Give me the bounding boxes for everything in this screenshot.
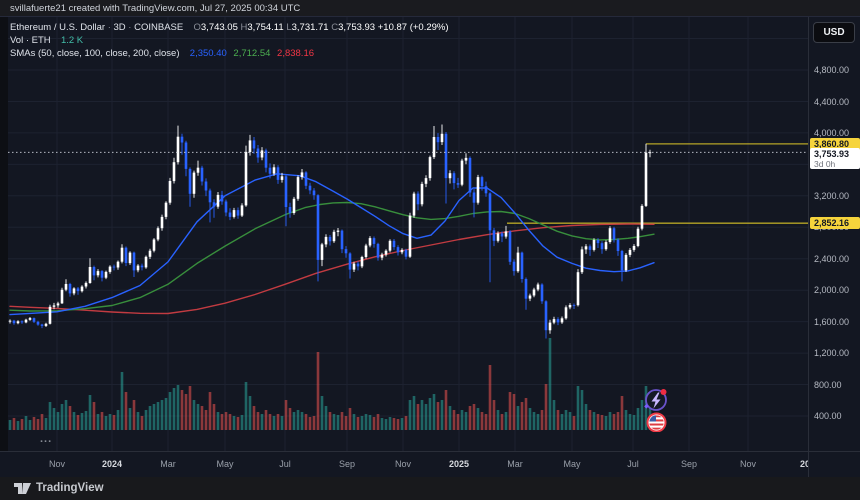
price-tick-label: 1,600.00 [814,316,850,327]
ohlc-values: O3,743.05 H3,754.11 L3,731.71 C3,753.93 [194,22,378,33]
time-tick-label: Sep [338,459,356,469]
price-axis[interactable]: USD 4,800.004,400.004,000.003,600.003,20… [808,17,860,451]
interval-label: 3D [113,22,126,33]
time-axis[interactable]: Nov 2024 Mar May Jul Sep Nov 2025 Mar May Jul Sep No… [0,451,860,478]
legend-separator: · [107,22,114,33]
price-tick-label: 2,000.00 [814,285,850,296]
bottom-bar: TradingView [0,477,860,500]
time-tick-label: May [563,459,581,469]
usd-button[interactable]: USD [813,22,855,43]
time-tick-label: Jul [627,459,639,469]
lightning-icon [651,392,661,409]
time-tick-label: Nov [739,459,757,469]
symbol-title: Ethereum / U.S. Dollar [10,22,106,33]
alert-price-label[interactable]: 3,860.80 [810,137,860,150]
volume-value: 1.2 K [60,35,84,46]
price-tick-label: 3,200.00 [814,190,850,201]
ohlc-value: 3,753.93 [338,22,378,33]
ohlc-value: 3,754.11 [247,22,287,33]
axis-corner-border [808,452,809,478]
time-tick-label: May [216,459,234,469]
volume-legend-row[interactable]: Vol · ETH 1.2 K [10,35,83,46]
current-price-label[interactable]: 3,753.93 3d 0h [810,148,860,170]
current-price-value: 3,753.93 [814,149,850,160]
attribution-text: svillafuerte21 created with TradingView.… [10,3,301,14]
time-tick-label: Nov [48,459,66,469]
legend-ellipsis[interactable]: ... [40,433,53,445]
event-badges [644,389,667,432]
us-flag-icon [649,415,664,430]
ohlc-letter: C [331,22,339,33]
ohlc-value: 3,743.05 [200,22,241,33]
price-tick-label: 1,200.00 [814,348,850,359]
time-tick-label: Jul [279,459,291,469]
sma-value: 2,838.16 [277,48,315,59]
lightning-event-badge[interactable] [644,389,667,411]
sma-label: SMAs (50, close, 100, close, 200, close) [10,48,180,59]
sma-value: 2,350.40 [189,48,230,59]
notification-dot [660,389,667,395]
bar-countdown: 3d 0h [814,159,836,170]
price-tick-label: 4,400.00 [814,96,850,107]
ohlc-letter: O [193,22,201,33]
tradingview-wordmark: TradingView [36,481,104,494]
ohlc-value: 3,731.71 [291,22,332,33]
time-tick-label: 2026 [799,459,808,469]
ohlc-letter: H [240,22,248,33]
time-tick-label: 2025 [448,459,470,469]
us-flag-event-badge[interactable] [646,412,667,432]
time-tick-label: Nov [394,459,412,469]
price-tick-label: 400.00 [814,411,842,421]
attribution-bar: svillafuerte21 created with TradingView.… [0,0,860,17]
alert-price-label[interactable]: 2,852.16 [810,217,860,230]
sma-legend-row[interactable]: SMAs (50, close, 100, close, 200, close)… [10,48,318,59]
time-tick-label: Mar [160,459,176,469]
sma-values: 2,350.40 2,712.54 2,838.16 [190,48,318,59]
price-tick-label: 4,800.00 [814,65,850,75]
symbol-legend-row[interactable]: Ethereum / U.S. Dollar · 3D · COINBASE O… [10,22,449,33]
tradingview-logo[interactable]: TradingView [14,480,104,495]
exchange-label: COINBASE [134,22,184,33]
time-tick-label: Sep [680,459,698,469]
price-tick-label: 4,000.00 [814,127,850,138]
price-tick-label: 2,400.00 [814,253,850,264]
ohlc-letter: L [286,22,292,33]
sma-value: 2,712.54 [233,48,274,59]
legend-separator-2: · [125,22,135,33]
tradingview-logo-icon [14,483,31,494]
time-tick-label: 2024 [101,459,123,469]
volume-label: Vol · ETH [10,35,51,46]
change-value: +10.87 (+0.29%) [377,22,449,33]
price-tick-label: 800.00 [814,379,842,390]
left-margin-strip [0,17,8,451]
time-tick-label: Mar [507,459,523,469]
